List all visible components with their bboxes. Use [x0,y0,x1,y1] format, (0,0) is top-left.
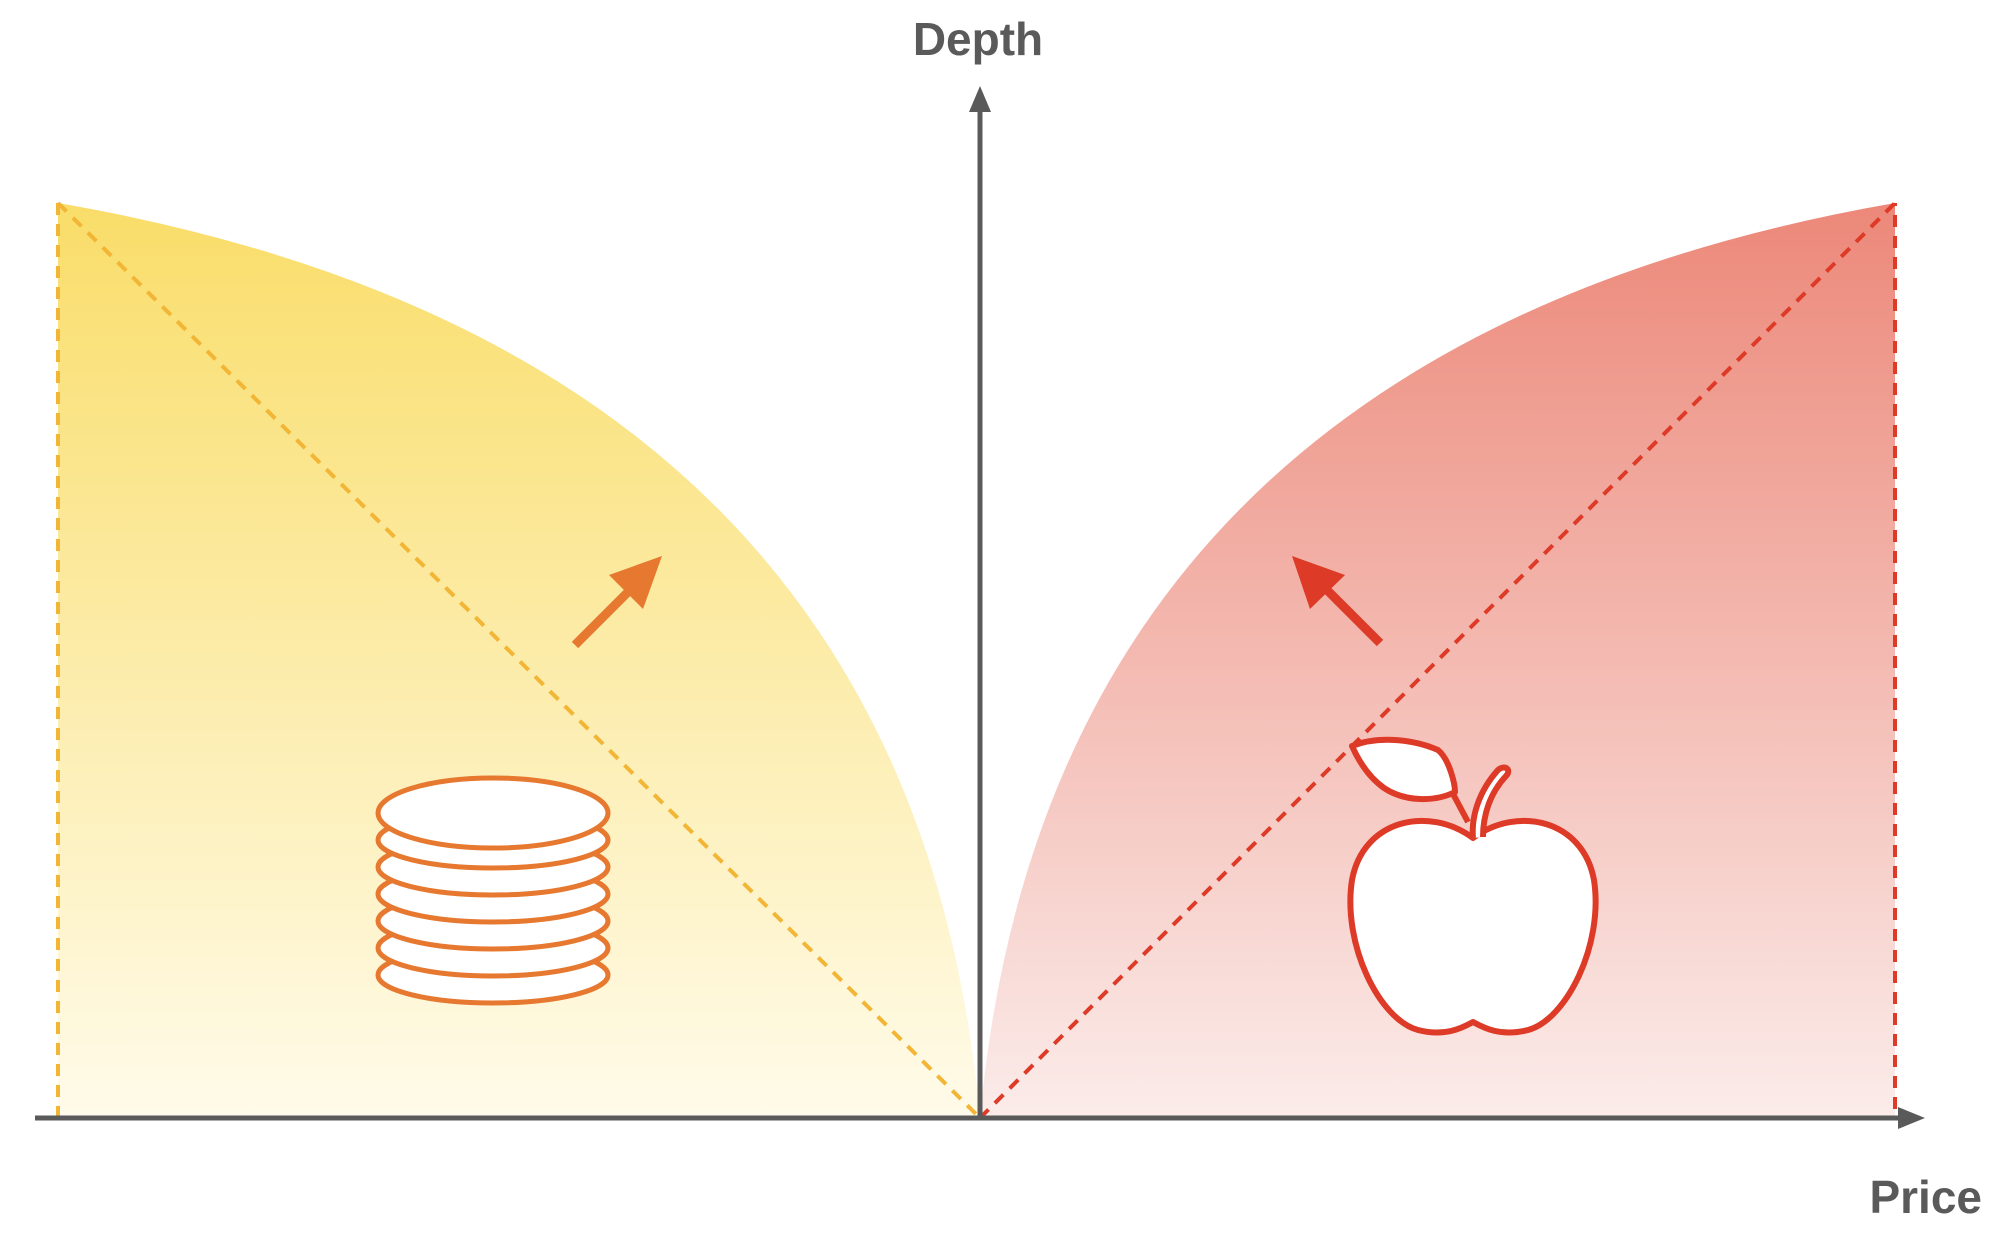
ask-diagonal [978,201,1897,1120]
bid-arrow-icon [571,556,662,649]
coin-stack-icon [375,775,611,1006]
bid-diagonal [56,201,982,1120]
y-axis-label: Depth [913,13,1043,65]
x-axis-label: Price [1869,1171,1982,1223]
apple-icon [1347,736,1599,1036]
x-axis-arrowhead [1898,1107,1925,1129]
y-axis-arrowhead [969,86,991,112]
ask-arrow-icon [1292,556,1384,647]
